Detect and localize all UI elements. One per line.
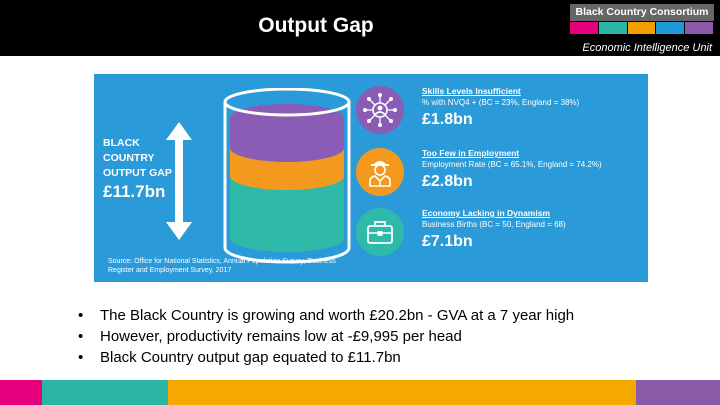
skills-detail: % with NVQ4 + (BC = 23%, England = 38%) — [422, 98, 580, 107]
item-dynamism: Economy Lacking in Dynamism Business Bir… — [356, 208, 646, 268]
dynamism-text: Economy Lacking in Dynamism Business Bir… — [422, 208, 566, 251]
footer-segment — [0, 380, 42, 405]
worker-icon — [369, 161, 391, 187]
footer-color-bar — [0, 380, 720, 405]
item-skills: Skills Levels Insufficient % with NVQ4 +… — [356, 86, 646, 146]
skills-network-icon — [363, 93, 397, 127]
skills-value: £1.8bn — [422, 111, 473, 128]
briefcase-icon — [367, 221, 393, 244]
employment-title: Too Few in Employment — [422, 148, 520, 158]
employment-circle — [356, 148, 404, 196]
page-title: Output Gap — [258, 14, 374, 37]
stripe-segment — [656, 22, 685, 34]
dynamism-circle — [356, 208, 404, 256]
double-arrow-icon — [166, 122, 192, 240]
gap-value: £11.7bn — [103, 182, 166, 201]
brand-stripe — [570, 22, 714, 34]
dynamism-value: £7.1bn — [422, 233, 473, 250]
brand-name: Black Country Consortium — [570, 4, 714, 21]
stacked-cylinder — [223, 88, 351, 264]
footer-segment — [42, 380, 168, 405]
stripe-segment — [598, 22, 627, 34]
output-gap-infographic: BLACK COUNTRY OUTPUT GAP £11.7bn Source:… — [94, 74, 648, 282]
stripe-segment — [627, 22, 656, 34]
cylinder-outline — [223, 102, 351, 264]
footer-segment — [168, 380, 636, 405]
cylinder-bottom-layer — [230, 176, 344, 252]
employment-text: Too Few in Employment Employment Rate (B… — [422, 148, 602, 191]
skills-title: Skills Levels Insufficient — [422, 86, 521, 96]
header-bar: Output Gap Black Country Consortium Econ… — [0, 0, 720, 56]
source-note: Source: Office for National Statistics, … — [108, 258, 336, 274]
footer-segment — [636, 380, 720, 405]
stripe-segment — [685, 22, 713, 34]
dynamism-title: Economy Lacking in Dynamism — [422, 208, 551, 218]
employment-detail: Employment Rate (BC = 65.1%, England = 7… — [422, 160, 602, 169]
stripe-segment — [570, 22, 598, 34]
bullet-item: The Black Country is growing and worth £… — [78, 305, 574, 326]
skills-text: Skills Levels Insufficient % with NVQ4 +… — [422, 86, 579, 129]
item-employment: Too Few in Employment Employment Rate (B… — [356, 148, 646, 208]
bullet-item: However, productivity remains low at -£9… — [78, 326, 574, 347]
brand-logo: Black Country Consortium — [570, 4, 714, 36]
skills-circle — [356, 86, 404, 134]
employment-value: £2.8bn — [422, 173, 473, 190]
cylinder-top-cap — [230, 104, 344, 132]
bullet-list: The Black Country is growing and worth £… — [78, 305, 574, 368]
bullet-item: Black Country output gap equated to £11.… — [78, 347, 574, 368]
unit-name: Economic Intelligence Unit — [582, 42, 712, 54]
dynamism-detail: Business Births (BC = 50, England = 68) — [422, 220, 566, 229]
gap-label: BLACK COUNTRY OUTPUT GAP — [103, 137, 172, 179]
